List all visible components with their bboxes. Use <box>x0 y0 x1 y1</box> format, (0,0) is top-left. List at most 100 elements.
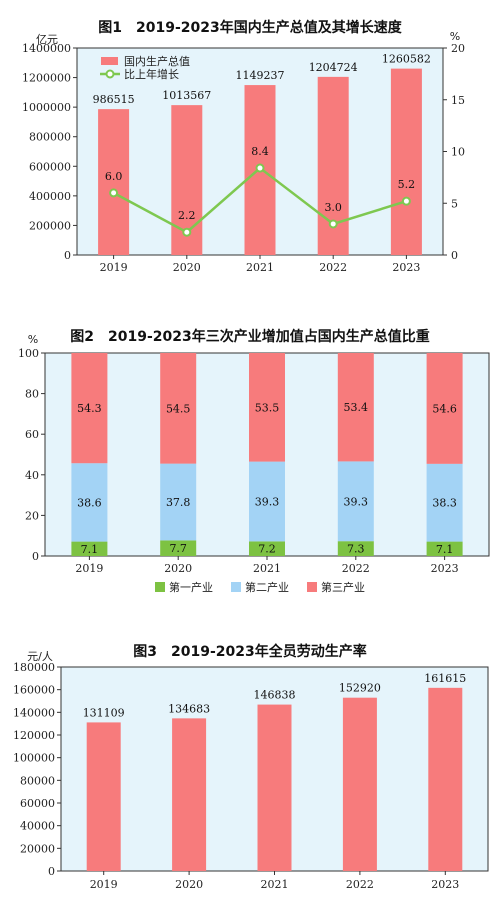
y-tick-label: 0 <box>32 550 39 563</box>
segment-data-label: 39.3 <box>344 495 369 508</box>
legend-label: 第二产业 <box>245 580 289 594</box>
legend-label: 第三产业 <box>321 580 365 594</box>
line-data-label: 5.2 <box>398 178 416 191</box>
y-tick-label: 20000 <box>20 842 55 855</box>
x-tick-label: 2023 <box>431 878 459 891</box>
x-tick-label: 2023 <box>431 562 459 575</box>
bar-productivity <box>86 722 121 871</box>
y2-tick-label: 0 <box>451 249 458 262</box>
bar-segment <box>337 353 374 462</box>
y-tick-label: 60 <box>25 428 39 441</box>
line-point-growth <box>109 188 119 198</box>
bar-segment <box>426 353 463 464</box>
y2-tick-label: 15 <box>451 94 465 107</box>
x-tick-label: 2019 <box>100 261 128 274</box>
bar-data-label: 131109 <box>83 706 125 719</box>
line-point-growth <box>255 163 265 173</box>
y2-tick-label: 10 <box>451 146 465 159</box>
chart-canvas-labor-productivity: 0 20000 40000 60000 80000 100000 120000 140000 1… <box>13 650 489 891</box>
chart-title: 图1 2019-2023年国内生产总值及其增长速度 <box>98 20 402 36</box>
bar-data-label: 1260582 <box>382 53 431 66</box>
line-point-growth <box>328 219 338 229</box>
segment-data-label: 7.7 <box>169 542 187 555</box>
segment-data-label: 7.1 <box>436 543 454 556</box>
y-axis-unit: 元/人 <box>27 650 53 663</box>
x-tick-label: 2021 <box>261 878 289 891</box>
y-tick-label: 40 <box>25 469 39 482</box>
y-tick-label: 100000 <box>13 752 55 765</box>
y-tick-label: 180000 <box>13 661 55 674</box>
bar-segment <box>249 541 285 556</box>
chart-title: 图3 2019-2023年全员劳动生产率 <box>133 644 367 660</box>
legend-label: 比上年增长 <box>124 67 179 81</box>
segment-data-label: 7.3 <box>347 543 365 556</box>
line-data-label: 6.0 <box>105 170 123 183</box>
bar-segment <box>337 541 374 556</box>
bar-segment <box>71 463 108 542</box>
y-axis-unit: % <box>28 333 38 346</box>
y-tick-label: 1400000 <box>22 42 71 55</box>
x-tick-label: 2022 <box>342 562 370 575</box>
y-tick-label: 120000 <box>13 729 55 742</box>
x-tick-label: 2019 <box>75 562 103 575</box>
y-tick-label: 80 <box>25 388 39 401</box>
bar-productivity <box>257 704 292 871</box>
y-tick-label: 0 <box>64 249 71 262</box>
segment-data-label: 54.3 <box>77 402 102 415</box>
legend-label: 国内生产总值 <box>124 54 190 68</box>
chart-industry-share: 图2 2019-2023年三次产业增加值占国内生产总值比重 0 20 40 60 80 1… <box>0 318 500 608</box>
segment-data-label: 53.5 <box>255 401 280 414</box>
bar-segment <box>160 540 197 556</box>
bar-data-label: 134683 <box>168 702 210 715</box>
legend-swatch <box>231 582 241 592</box>
y2-tick-label: 20 <box>451 42 465 55</box>
chart-labor-productivity: 图3 2019-2023年全员劳动生产率 0 20000 40000 60000 800… <box>0 634 500 897</box>
chart-canvas-gdp: 0 200000 400000 600000 800000 1000000 1200000 1… <box>22 30 465 274</box>
y-tick-label: 0 <box>48 865 55 878</box>
segment-data-label: 38.6 <box>77 496 102 509</box>
x-tick-label: 2023 <box>392 261 420 274</box>
bar-productivity <box>172 718 207 871</box>
bar-segment <box>71 541 108 556</box>
segment-data-label: 38.3 <box>432 497 457 510</box>
segment-data-label: 37.8 <box>166 496 191 509</box>
legend-swatch-gdp <box>101 57 118 65</box>
y-tick-label: 400000 <box>29 190 71 203</box>
bar-segment <box>337 461 374 542</box>
bar-productivity <box>428 687 463 871</box>
y-tick-label: 200000 <box>29 219 71 232</box>
x-tick-label: 2021 <box>253 562 281 575</box>
bar-segment <box>249 353 285 462</box>
bar-segment <box>160 463 197 541</box>
bar-gdp <box>98 109 130 255</box>
line-point-growth <box>182 227 192 237</box>
y-tick-label: 140000 <box>13 706 55 719</box>
line-data-label: 2.2 <box>178 209 196 222</box>
y2-axis-unit: % <box>450 30 460 43</box>
legend-label: 第一产业 <box>169 580 213 594</box>
bar-productivity <box>342 697 377 871</box>
line-data-label: 3.0 <box>324 201 342 214</box>
y-tick-label: 1000000 <box>22 101 71 114</box>
y-tick-label: 800000 <box>29 131 71 144</box>
y-tick-label: 100 <box>18 347 39 360</box>
bar-segment <box>160 353 197 464</box>
x-tick-label: 2021 <box>246 261 274 274</box>
x-tick-label: 2020 <box>175 878 203 891</box>
y-tick-label: 20 <box>25 509 39 522</box>
y-tick-label: 600000 <box>29 160 71 173</box>
bar-data-label: 1013567 <box>162 89 211 102</box>
x-tick-label: 2020 <box>173 261 201 274</box>
line-point-growth <box>401 196 411 206</box>
y-axis-unit: 亿元 <box>36 33 58 46</box>
segment-data-label: 54.6 <box>432 402 457 415</box>
bar-data-label: 1204724 <box>309 61 358 74</box>
y-tick-label: 60000 <box>20 797 55 810</box>
bar-segment <box>249 461 285 542</box>
y-tick-label: 40000 <box>20 820 55 833</box>
chart-canvas-industry-share: 0 20 40 60 80 100% 7.1 38.6 54.3 7.7 37.8 54.5 7.2 39… <box>18 333 490 594</box>
bar-gdp <box>390 68 422 255</box>
bar-data-label: 152920 <box>339 682 381 695</box>
segment-data-label: 7.2 <box>258 543 276 556</box>
x-tick-label: 2022 <box>319 261 347 274</box>
